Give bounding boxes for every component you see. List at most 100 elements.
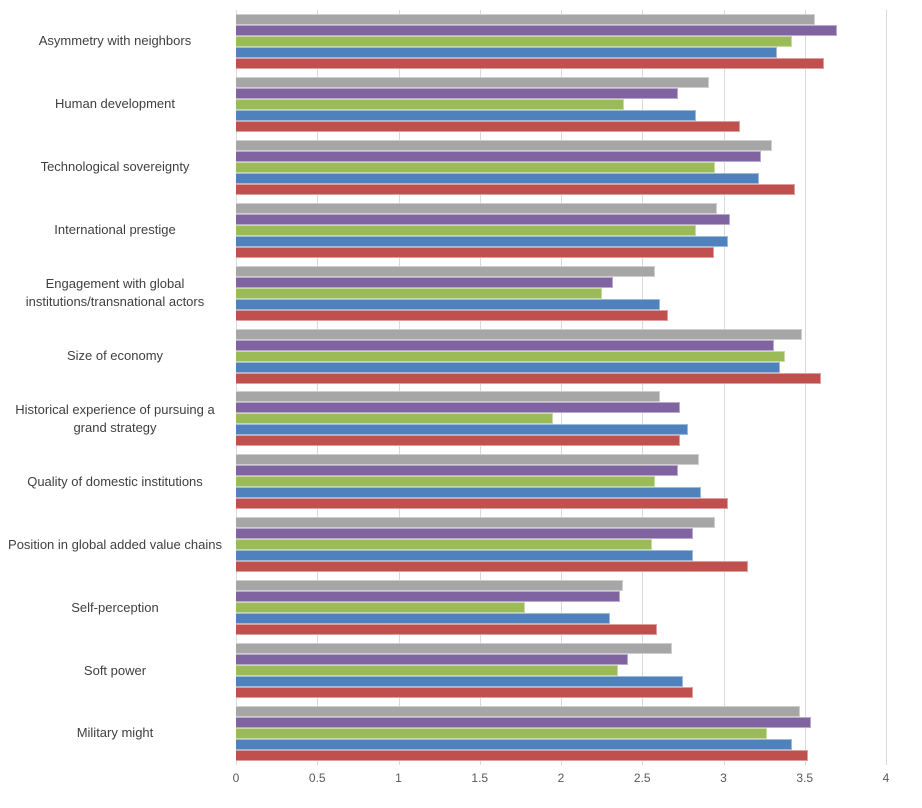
bar-gray	[236, 517, 716, 529]
bar-group	[236, 639, 886, 702]
bar-blue	[236, 550, 693, 562]
gridline	[723, 10, 725, 765]
bar-green	[236, 602, 526, 614]
gridline	[317, 10, 319, 765]
bar-green	[236, 224, 696, 236]
x-tick-label: 0	[232, 771, 240, 785]
bar-group	[236, 136, 886, 199]
bar-red	[236, 687, 693, 699]
x-tick-label: 2.5	[633, 771, 651, 785]
bar-group	[236, 702, 886, 765]
bar-blue	[236, 424, 688, 436]
x-tick-label: 3	[720, 771, 727, 785]
gridline	[561, 10, 562, 765]
bar-blue	[236, 46, 778, 58]
bar-group	[236, 325, 886, 388]
bar-red	[236, 372, 821, 384]
bar-purple	[236, 654, 628, 666]
gridline	[479, 10, 481, 765]
category-label-text: International prestige	[54, 222, 176, 238]
bar-group	[236, 199, 886, 262]
category-label-text: Position in global added value chains	[8, 536, 222, 552]
bar-purple	[236, 528, 693, 540]
bar-gray	[236, 580, 623, 592]
bar-green	[236, 476, 656, 488]
bar-blue	[236, 172, 760, 184]
bar-group	[236, 576, 886, 639]
bar-purple	[236, 276, 613, 288]
bar-group	[236, 513, 886, 576]
bar-gray	[236, 139, 773, 151]
bar-gray	[236, 391, 661, 403]
bar-group	[236, 73, 886, 136]
bar-gray	[236, 454, 700, 466]
bar-red	[236, 309, 669, 321]
x-tick-label: 1.5	[471, 771, 489, 785]
x-tick-label: 4	[882, 771, 890, 785]
bar-green	[236, 413, 553, 425]
category-label: International prestige	[0, 199, 230, 262]
gridline	[804, 10, 806, 765]
bar-purple	[236, 150, 761, 162]
category-label-text: Asymmetry with neighbors	[38, 33, 192, 49]
category-label: Engagement with global institutions/tran…	[0, 262, 230, 325]
bar-purple	[236, 465, 678, 477]
x-tick-label: 1	[395, 771, 402, 785]
bar-gray	[236, 265, 656, 277]
bar-purple	[236, 717, 812, 729]
x-tick-label: 3.5	[796, 771, 814, 785]
category-label: Asymmetry with neighbors	[0, 10, 230, 73]
bar-gray	[236, 643, 672, 655]
bar-red	[236, 435, 680, 447]
category-label-text: Technological sovereignty	[40, 159, 190, 175]
category-label-text: Quality of domestic institutions	[27, 473, 203, 489]
category-label-text: Historical experience of pursuing a gran…	[15, 401, 215, 435]
gridline	[398, 10, 400, 765]
bar-green	[236, 728, 768, 740]
bar-purple	[236, 87, 678, 99]
bar-red	[236, 57, 825, 69]
bar-gray	[236, 328, 802, 340]
bar-green	[236, 98, 625, 110]
bar-blue	[236, 361, 781, 373]
category-label-text: Self-perception	[71, 599, 159, 615]
x-tick-label: 0.5	[308, 771, 326, 785]
bar-gray	[236, 13, 815, 25]
bar-group	[236, 388, 886, 451]
x-tick-label: 2	[557, 771, 565, 785]
bar-group	[236, 10, 886, 73]
bar-purple	[236, 402, 680, 414]
category-label: Technological sovereignty	[0, 136, 230, 199]
bar-green	[236, 665, 618, 677]
bar-blue	[236, 298, 661, 310]
bar-purple	[236, 591, 620, 603]
bar-blue	[236, 235, 729, 247]
bar-group	[236, 262, 886, 325]
category-label-text: Size of economy	[66, 347, 164, 363]
category-label-text: Military might	[76, 725, 154, 741]
bar-red	[236, 561, 748, 573]
category-label: Historical experience of pursuing a gran…	[0, 388, 230, 451]
category-label: Size of economy	[0, 325, 230, 388]
gridline	[886, 10, 887, 765]
bar-purple	[236, 213, 730, 225]
bar-green	[236, 350, 786, 362]
category-label-text: Soft power	[83, 662, 147, 678]
gridline	[236, 10, 237, 765]
bar-blue	[236, 613, 610, 625]
category-label: Military might	[0, 702, 230, 765]
bar-green	[236, 35, 792, 47]
bar-blue	[236, 109, 696, 121]
bar-blue	[236, 739, 792, 751]
gridline	[642, 10, 644, 765]
bar-green	[236, 287, 602, 299]
category-label-text: Engagement with global institutions/tran…	[25, 275, 205, 310]
bar-group	[236, 450, 886, 513]
category-label: Self-perception	[0, 576, 230, 639]
category-label: Position in global added value chains	[0, 513, 230, 576]
category-label: Quality of domestic institutions	[0, 450, 230, 513]
bar-blue	[236, 487, 701, 499]
bar-red	[236, 498, 729, 510]
category-label-text: Human development	[55, 96, 175, 112]
